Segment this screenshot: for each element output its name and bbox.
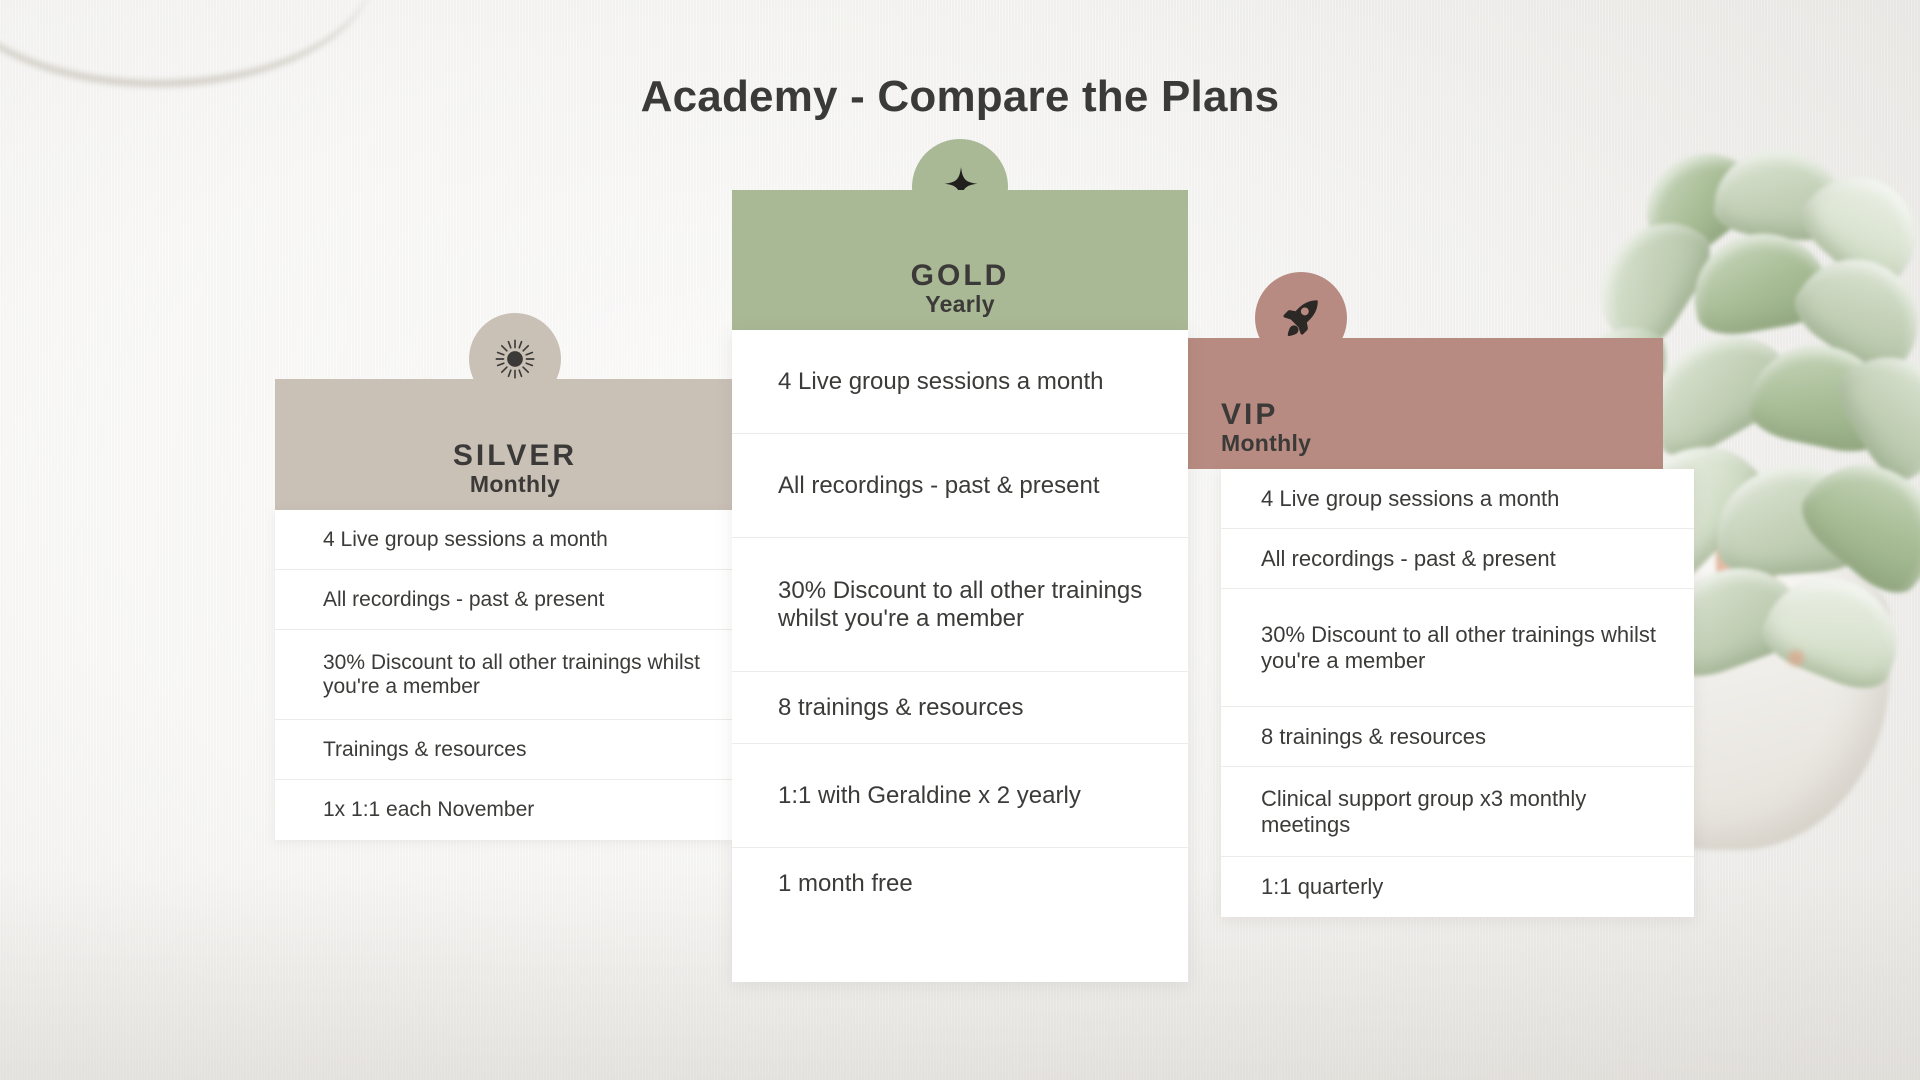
vip-feature-list: 4 Live group sessions a month All record… [1221, 469, 1694, 917]
background-arc-decoration [0, 0, 374, 87]
gold-plan-period: Yearly [925, 290, 995, 317]
silver-ribbon-header: SILVER Monthly [275, 379, 755, 510]
gold-feature-item[interactable]: 4 Live group sessions a month [732, 330, 1188, 434]
vip-feature-item[interactable]: Clinical support group x3 monthly meetin… [1221, 767, 1694, 857]
vip-feature-item[interactable]: 30% Discount to all other trainings whil… [1221, 589, 1694, 707]
gold-feature-item[interactable]: 30% Discount to all other trainings whil… [732, 538, 1188, 672]
vip-ribbon-header: VIP Monthly [1163, 338, 1663, 469]
vip-plan-period: Monthly [1221, 429, 1312, 456]
gold-plan-name: GOLD [910, 259, 1010, 293]
plan-card-silver[interactable]: SILVER Monthly 4 Live group sessions a m… [275, 313, 755, 840]
vip-plan-name: VIP [1221, 398, 1279, 432]
silver-feature-item[interactable]: 4 Live group sessions a month [275, 510, 733, 570]
gold-feature-item[interactable]: 1 month free [778, 870, 913, 897]
silver-feature-item[interactable]: 1x 1:1 each November [323, 798, 535, 821]
gold-feature-item[interactable]: 1:1 with Geraldine x 2 yearly [732, 744, 1188, 848]
gold-feature-item[interactable]: All recordings - past & present [732, 434, 1188, 538]
gold-ribbon-header: GOLD Yearly [732, 190, 1188, 330]
gold-feature-item[interactable]: 8 trainings & resources [732, 672, 1188, 744]
plan-card-vip[interactable]: VIP Monthly 4 Live group sessions a mont… [1163, 272, 1694, 917]
page-title: Academy - Compare the Plans [640, 72, 1280, 121]
silver-feature-item[interactable]: 30% Discount to all other trainings whil… [275, 630, 733, 720]
vip-feature-item[interactable]: 8 trainings & resources [1221, 707, 1694, 767]
silver-feature-item[interactable]: All recordings - past & present [275, 570, 733, 630]
silver-plan-period: Monthly [469, 470, 561, 497]
gold-feature-list: 4 Live group sessions a month All record… [732, 330, 1188, 982]
vip-feature-item[interactable]: 1:1 quarterly [1261, 874, 1384, 899]
plant-leaf-tip [1788, 650, 1804, 666]
vip-feature-item[interactable]: 4 Live group sessions a month [1221, 469, 1694, 529]
sun-icon [495, 339, 535, 379]
silver-feature-list: 4 Live group sessions a month All record… [275, 510, 733, 840]
plan-card-gold[interactable]: GOLD Yearly 4 Live group sessions a mont… [690, 139, 1230, 982]
vip-feature-item[interactable]: All recordings - past & present [1221, 529, 1694, 589]
silver-plan-name: SILVER [452, 439, 578, 473]
rocket-icon [1283, 300, 1318, 337]
silver-feature-item[interactable]: Trainings & resources [275, 720, 733, 780]
